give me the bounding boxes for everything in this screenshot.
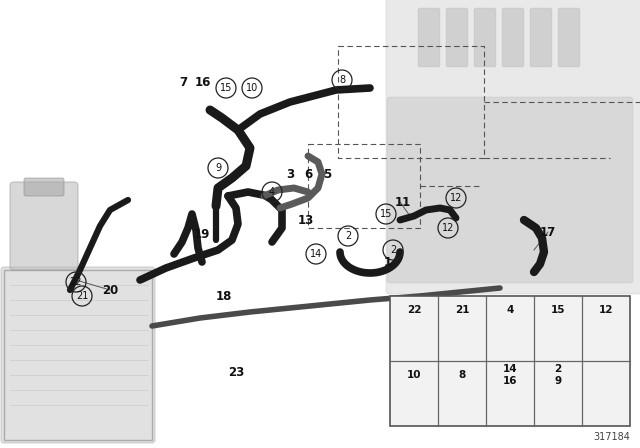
Text: 16: 16 [195, 76, 211, 89]
Text: 10: 10 [246, 83, 258, 93]
FancyBboxPatch shape [446, 8, 468, 67]
Bar [4, 270, 152, 440]
Text: 1: 1 [384, 255, 392, 268]
Text: 12: 12 [450, 193, 462, 203]
Text: 5: 5 [323, 168, 331, 181]
Text: 21: 21 [76, 291, 88, 301]
Text: 11: 11 [395, 195, 411, 208]
Text: 23: 23 [228, 366, 244, 379]
FancyBboxPatch shape [1, 267, 155, 443]
Text: 2: 2 [390, 245, 396, 255]
Text: 22: 22 [407, 305, 421, 315]
Text: 3: 3 [286, 168, 294, 181]
Text: 9: 9 [215, 163, 221, 173]
Text: 22: 22 [70, 277, 83, 287]
Text: 20: 20 [102, 284, 118, 297]
Text: 21: 21 [455, 305, 469, 315]
Bar [390, 296, 630, 426]
Text: 4: 4 [269, 187, 275, 197]
Text: 8: 8 [339, 75, 345, 85]
Text: 15: 15 [380, 209, 392, 219]
Text: 7: 7 [179, 76, 187, 89]
FancyBboxPatch shape [474, 8, 496, 67]
Text: 14
16: 14 16 [502, 365, 517, 386]
Text: 6: 6 [304, 168, 312, 181]
Text: 12: 12 [599, 305, 613, 315]
FancyBboxPatch shape [418, 8, 440, 67]
Text: 4: 4 [506, 305, 514, 315]
Text: 14: 14 [310, 249, 322, 259]
FancyBboxPatch shape [386, 0, 640, 294]
Text: 18: 18 [216, 289, 232, 302]
FancyBboxPatch shape [387, 97, 633, 283]
Text: 17: 17 [540, 225, 556, 238]
Text: 13: 13 [298, 214, 314, 227]
Text: 8: 8 [458, 370, 466, 380]
Text: 19: 19 [194, 228, 210, 241]
Text: 15: 15 [220, 83, 232, 93]
Text: 12: 12 [442, 223, 454, 233]
FancyBboxPatch shape [530, 8, 552, 67]
FancyBboxPatch shape [24, 178, 64, 196]
Text: 2: 2 [345, 231, 351, 241]
Text: 15: 15 [551, 305, 565, 315]
FancyBboxPatch shape [558, 8, 580, 67]
Text: 2
9: 2 9 [554, 365, 562, 386]
FancyBboxPatch shape [10, 182, 78, 270]
Text: 317184: 317184 [593, 432, 630, 442]
Text: 10: 10 [407, 370, 421, 380]
FancyBboxPatch shape [502, 8, 524, 67]
